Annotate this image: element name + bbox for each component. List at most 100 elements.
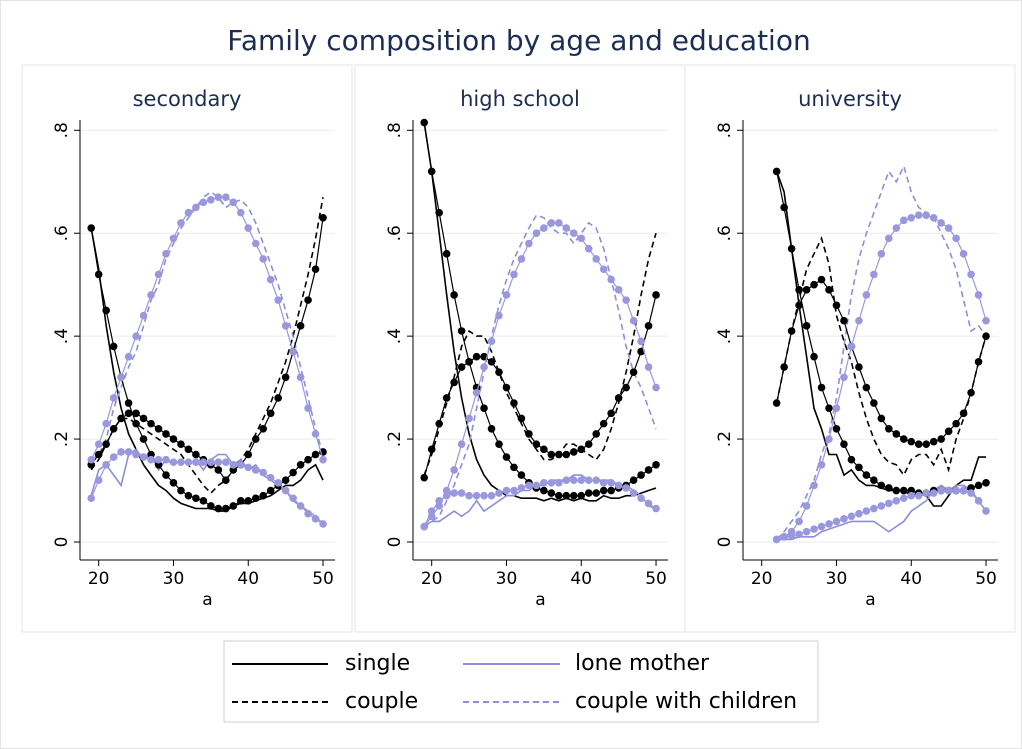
marker <box>877 414 886 423</box>
marker <box>281 373 290 382</box>
marker <box>236 208 245 217</box>
marker <box>637 494 645 503</box>
y-tick-label: .6 <box>715 225 735 241</box>
panel-frame <box>684 64 1016 633</box>
marker <box>296 322 305 330</box>
marker <box>907 437 916 446</box>
marker <box>540 445 548 454</box>
marker <box>147 419 155 428</box>
legend-label: lone mother <box>575 651 710 676</box>
marker <box>870 399 878 407</box>
marker <box>825 435 833 443</box>
marker <box>311 265 320 274</box>
marker <box>266 409 275 418</box>
marker <box>877 502 886 510</box>
marker <box>229 460 238 469</box>
marker <box>495 311 503 320</box>
marker <box>599 479 608 487</box>
marker <box>795 517 803 526</box>
marker <box>944 224 953 232</box>
marker <box>495 440 503 449</box>
marker <box>450 489 458 497</box>
marker <box>547 450 556 459</box>
x-tick-label: 20 <box>88 569 110 589</box>
marker <box>259 468 268 477</box>
marker <box>592 489 601 497</box>
marker <box>892 497 901 505</box>
marker <box>959 250 968 258</box>
marker <box>847 455 856 464</box>
marker <box>251 435 260 443</box>
marker <box>525 481 533 490</box>
marker <box>450 291 458 299</box>
marker <box>442 394 451 402</box>
marker <box>780 363 788 371</box>
marker <box>162 455 170 464</box>
marker <box>177 219 185 227</box>
marker <box>154 424 163 433</box>
marker <box>94 476 103 485</box>
series-line <box>423 214 657 528</box>
x-tick-label: 40 <box>900 569 922 589</box>
marker <box>914 491 923 500</box>
y-tick-label: .4 <box>52 328 72 344</box>
marker <box>885 484 893 492</box>
marker <box>982 479 990 487</box>
marker <box>982 507 990 515</box>
marker <box>825 520 833 528</box>
marker <box>555 219 563 227</box>
marker <box>296 460 305 469</box>
marker <box>487 491 496 500</box>
marker <box>495 489 503 497</box>
marker <box>914 211 923 220</box>
marker <box>192 458 200 467</box>
marker <box>899 486 908 495</box>
marker <box>102 440 110 449</box>
y-tick-label: .6 <box>385 225 405 241</box>
marker <box>787 244 796 253</box>
marker <box>132 450 140 459</box>
marker <box>817 383 826 392</box>
marker <box>937 219 945 227</box>
marker <box>967 388 975 397</box>
marker <box>199 198 208 207</box>
series-line <box>90 191 324 461</box>
marker <box>229 502 238 510</box>
marker <box>974 481 983 490</box>
marker <box>94 440 103 449</box>
marker <box>420 522 429 531</box>
marker <box>139 311 148 320</box>
marker <box>922 489 931 497</box>
marker <box>607 409 615 418</box>
x-tick-label: 50 <box>312 569 334 589</box>
marker <box>922 440 931 449</box>
marker <box>922 211 931 220</box>
legend-box <box>223 640 819 723</box>
y-tick-label: .6 <box>52 225 72 241</box>
marker <box>139 453 148 461</box>
marker <box>825 286 833 294</box>
marker <box>427 445 436 454</box>
marker <box>427 512 436 521</box>
marker <box>207 195 215 204</box>
legend-label: couple with children <box>575 689 797 714</box>
marker <box>192 203 200 212</box>
marker <box>569 448 578 456</box>
y-tick-label: .2 <box>715 431 735 447</box>
marker <box>974 497 983 505</box>
marker <box>847 342 856 351</box>
marker <box>802 527 811 536</box>
marker <box>629 368 638 376</box>
marker <box>117 448 125 456</box>
y-tick-label: .8 <box>52 122 72 138</box>
marker <box>584 440 593 449</box>
marker <box>944 486 953 495</box>
series-line <box>90 197 324 495</box>
marker <box>281 476 290 485</box>
y-tick-label: 0 <box>715 537 735 548</box>
marker <box>855 509 863 518</box>
marker <box>952 234 960 243</box>
marker <box>832 424 841 433</box>
marker <box>510 463 518 472</box>
marker <box>435 208 443 217</box>
